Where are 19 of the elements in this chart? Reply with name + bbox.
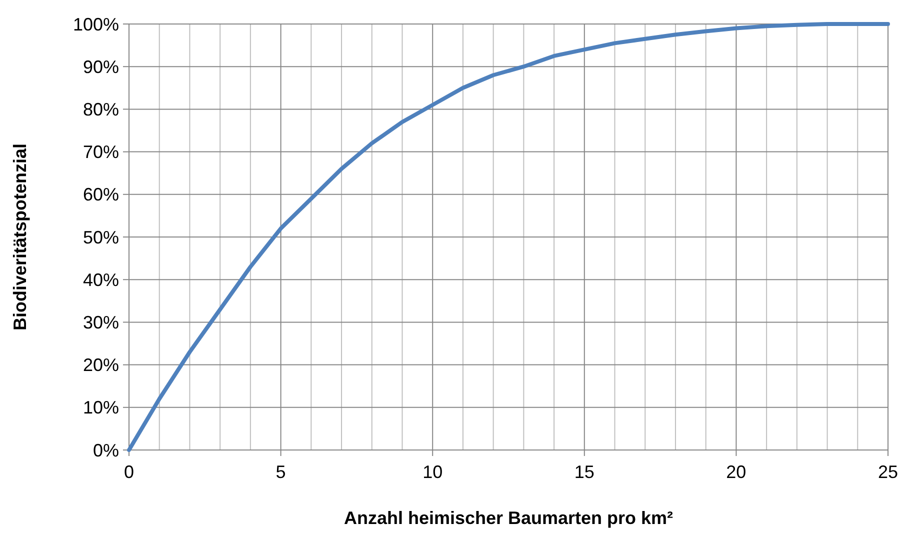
y-tick-label: 70% xyxy=(82,142,119,162)
x-tick-label: 20 xyxy=(726,462,746,482)
y-tick-label: 50% xyxy=(82,227,119,248)
y-tick-label: 10% xyxy=(82,398,119,418)
y-axis-title: Biodiveritätspotenzial xyxy=(10,143,30,331)
y-tick-label: 80% xyxy=(82,100,119,120)
y-tick-label: 100% xyxy=(72,14,119,34)
x-tick-label: 10 xyxy=(422,462,443,482)
y-tick-label: 60% xyxy=(82,184,119,205)
y-tick-label: 90% xyxy=(82,56,119,77)
y-tick-label: 0% xyxy=(92,440,119,460)
x-tick-label: 5 xyxy=(276,462,286,482)
y-tick-label: 30% xyxy=(82,312,119,332)
x-tick-label: 25 xyxy=(878,462,898,482)
x-tick-label: 0 xyxy=(124,462,134,482)
x-axis-title: Anzahl heimischer Baumarten pro km² xyxy=(344,508,674,528)
y-tick-label: 40% xyxy=(82,270,119,290)
y-tick-label: 20% xyxy=(82,355,119,376)
x-tick-label: 15 xyxy=(574,462,594,482)
